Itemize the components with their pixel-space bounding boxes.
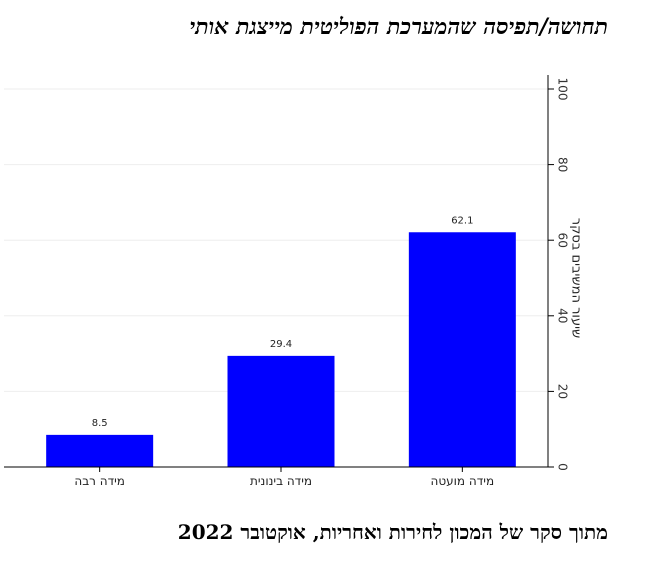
data-label: 62.1 [451,215,473,226]
y-tick-label: 80 [556,157,570,172]
axes: 0 20 40 60 80 100 [4,75,570,472]
bar [46,434,154,467]
y-axis-title: שיעור המשיבים בסקר [569,218,584,338]
y-tick-label: 20 [556,384,570,399]
y-tick-label: 100 [556,78,570,101]
data-label: 8.5 [92,418,108,429]
bars [46,232,516,467]
bar [408,232,516,467]
labels: שיעור המשיבים בסקר 8.5 מידה רבה 29.4 מידה בי… [74,215,583,488]
chart-title: תחושה/תפיסה שהמערכת הפוליטית מייצגת אותי [189,14,609,40]
source-note: מתוך סקר של המכון לחירות ואחריות, אוקטוב… [177,520,608,544]
y-tick-label: 0 [556,463,570,471]
y-tick-label: 40 [556,308,570,323]
category-label: מידה מועטה [431,474,495,488]
category-label: מידה רבה [74,474,125,488]
data-label: 29.4 [270,339,292,350]
category-label: מידה בינונית [250,474,312,488]
y-tick-label: 60 [556,233,570,248]
bar [227,355,335,467]
